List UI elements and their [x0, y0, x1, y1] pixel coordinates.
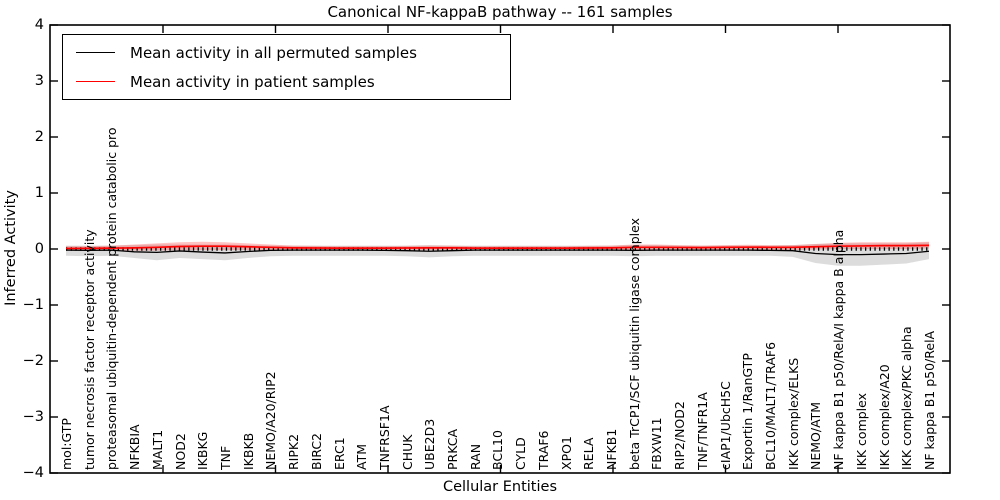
x-tick-label: RELA [581, 437, 597, 470]
x-tick-label: TRAF6 [535, 430, 551, 470]
x-tick-label: ERC1 [331, 437, 347, 470]
legend: Mean activity in all permuted samples Me… [62, 34, 511, 100]
x-tick-label: NOD2 [172, 433, 188, 470]
x-tick-label: NF kappa B1 p50/RelA/I kappa B alpha [831, 229, 847, 470]
x-tick-label: IKBKG [195, 431, 211, 470]
x-tick-label: BCL10 [490, 430, 506, 470]
x-tick-label: IKK complex [853, 392, 869, 470]
x-tick-label: RAN [467, 443, 483, 470]
x-tick-label: NEMO/ATM [808, 401, 824, 470]
x-tick-label: IKBKB [240, 432, 256, 470]
x-tick-label: IKK complex/ELKS [785, 357, 801, 470]
legend-line-sample-red [76, 81, 115, 82]
x-tick-label: TNF/TNFR1A [694, 392, 710, 470]
y-tick-label: −3 [22, 409, 44, 425]
permuted-mean-line [65, 249, 930, 256]
patient-mean-line [65, 244, 929, 250]
x-tick-label: Exportin 1/RanGTP [740, 353, 756, 470]
x-tick-label: mol:GTP [59, 418, 74, 470]
y-tick-label: 1 [34, 185, 44, 201]
chart-title: Canonical NF-kappaB pathway -- 161 sampl… [327, 3, 673, 21]
x-tick-label: MALT1 [149, 429, 165, 470]
y-tick-label: 2 [34, 129, 44, 145]
x-tick-label: BCL10/MALT1/TRAF6 [763, 341, 778, 470]
x-tick-label: XPO1 [558, 436, 574, 470]
legend-entry-permuted: Mean activity in all permuted samples [63, 38, 510, 67]
x-tick-label: FBXW11 [649, 417, 665, 470]
x-tick-label: IKK complex/PKC alpha [899, 326, 915, 470]
x-tick-label: beta TrCP1/SCF ubiquitin ligase complex [626, 218, 642, 470]
x-tick-label: TNFRSF1A [376, 405, 392, 471]
legend-line-sample-black [76, 52, 115, 53]
x-tick-label: NFKBIA [127, 424, 143, 470]
y-tick-label: −4 [22, 465, 44, 481]
x-tick-label: BIRC2 [308, 432, 324, 470]
x-tick-label: UBE2D3 [422, 418, 438, 470]
x-tick-label: RIPK2 [286, 433, 302, 470]
legend-entry-patient: Mean activity in patient samples [63, 67, 510, 96]
y-axis-label: Inferred Activity [3, 190, 19, 306]
legend-label: Mean activity in patient samples [130, 72, 375, 91]
x-tick-label: cIAP1/UbcH5C [717, 381, 733, 470]
x-tick-label: NF kappa B1 p50/RelA [921, 330, 937, 470]
x-tick-label: IKK complex/A20 [876, 364, 892, 470]
x-tick-label: RIP2/NOD2 [672, 401, 688, 470]
y-tick-label: −1 [22, 297, 44, 313]
x-tick-label: NFKB1 [604, 428, 620, 470]
x-tick-label: PRKCA [445, 428, 461, 470]
y-tick-label: 4 [34, 17, 44, 33]
x-tick-label: CHUK [399, 434, 415, 470]
x-tick-label: ATM [354, 443, 370, 470]
x-axis-label: Cellular Entities [442, 479, 558, 495]
x-tick-label: proteasomal ubiquitin-dependent protein … [104, 127, 120, 470]
x-tick-label: TNF [217, 445, 233, 470]
y-tick-label: −2 [22, 353, 44, 369]
x-tick-label: NEMO/A20/RIP2 [263, 371, 279, 470]
x-tick-label: tumor necrosis factor receptor activity [81, 229, 97, 470]
y-tick-label: 0 [34, 241, 44, 257]
y-tick-label: 3 [34, 73, 44, 89]
x-tick-label: CYLD [513, 437, 529, 470]
legend-label: Mean activity in all permuted samples [130, 43, 417, 62]
